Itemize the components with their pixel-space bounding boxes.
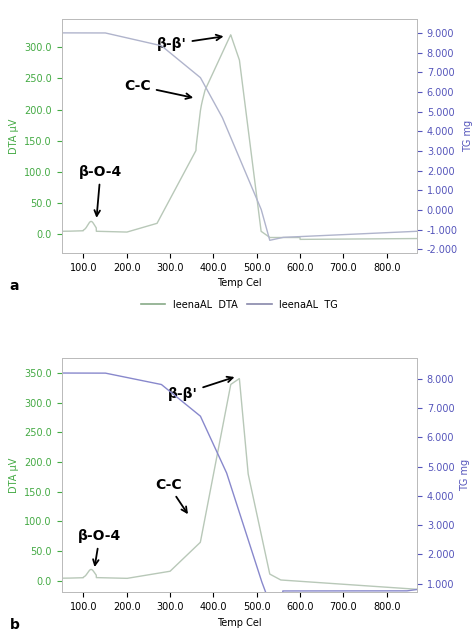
leenaBL  TG xyxy=(195,410,201,418)
Text: β-β': β-β' xyxy=(157,35,222,51)
Y-axis label: DTA µV: DTA µV xyxy=(9,118,18,154)
leenaAL  DTA xyxy=(414,234,420,242)
leenaBL  TG xyxy=(407,587,413,594)
leenaAL  DTA xyxy=(408,235,413,243)
leenaAL  TG xyxy=(59,29,64,37)
Y-axis label: DTA µV: DTA µV xyxy=(9,458,18,493)
Line: leenaAL  TG: leenaAL TG xyxy=(62,33,417,240)
leenaAL  TG xyxy=(407,228,413,236)
leenaBL  DTA xyxy=(210,471,216,478)
Text: β-O-4: β-O-4 xyxy=(79,165,122,216)
leenaBL  TG xyxy=(59,369,64,377)
Text: b: b xyxy=(9,618,19,632)
Line: leenaAL  DTA: leenaAL DTA xyxy=(62,35,417,240)
leenaAL  DTA xyxy=(195,127,201,134)
leenaAL  DTA xyxy=(59,227,64,235)
Legend: leenaAL  DTA, leenaAL  TG: leenaAL DTA, leenaAL TG xyxy=(137,296,342,314)
Text: C-C: C-C xyxy=(125,79,191,99)
Text: C-C: C-C xyxy=(155,478,187,513)
leenaAL  TG xyxy=(369,229,375,237)
leenaBL  TG xyxy=(414,585,420,593)
leenaBL  TG xyxy=(100,369,105,377)
leenaAL  TG xyxy=(267,236,273,244)
Text: β-β': β-β' xyxy=(168,376,233,401)
leenaAL  TG xyxy=(120,33,126,41)
leenaBL  TG xyxy=(210,440,216,448)
leenaAL  DTA xyxy=(100,227,105,235)
leenaBL  DTA xyxy=(414,585,420,593)
leenaBL  TG xyxy=(120,373,126,380)
Text: a: a xyxy=(9,278,19,292)
X-axis label: Temp Cel: Temp Cel xyxy=(217,278,262,289)
Y-axis label: TG mg: TG mg xyxy=(464,120,474,152)
leenaAL  TG xyxy=(414,227,420,235)
Text: β-O-4: β-O-4 xyxy=(78,529,121,565)
leenaBL  DTA xyxy=(100,574,105,582)
Line: leenaBL  DTA: leenaBL DTA xyxy=(62,378,417,589)
X-axis label: Temp Cel: Temp Cel xyxy=(217,618,262,627)
Legend: leenaBL  DTA, leenaBL  TG: leenaBL DTA, leenaBL TG xyxy=(137,635,342,637)
leenaAL  TG xyxy=(195,72,201,80)
leenaBL  TG xyxy=(269,605,275,613)
leenaAL  DTA xyxy=(369,235,375,243)
leenaBL  DTA xyxy=(120,575,126,582)
Y-axis label: TG mg: TG mg xyxy=(460,459,470,492)
leenaAL  TG xyxy=(210,97,216,105)
leenaBL  DTA xyxy=(237,375,242,382)
leenaAL  DTA xyxy=(120,228,126,236)
leenaAL  DTA xyxy=(228,31,234,39)
leenaBL  TG xyxy=(369,587,375,595)
leenaAL  DTA xyxy=(297,236,303,243)
leenaAL  DTA xyxy=(210,68,216,76)
Line: leenaBL  TG: leenaBL TG xyxy=(62,373,417,609)
leenaBL  DTA xyxy=(195,541,201,548)
leenaBL  DTA xyxy=(59,575,64,582)
leenaBL  DTA xyxy=(407,585,413,592)
leenaAL  TG xyxy=(100,29,105,37)
leenaBL  DTA xyxy=(369,582,375,590)
